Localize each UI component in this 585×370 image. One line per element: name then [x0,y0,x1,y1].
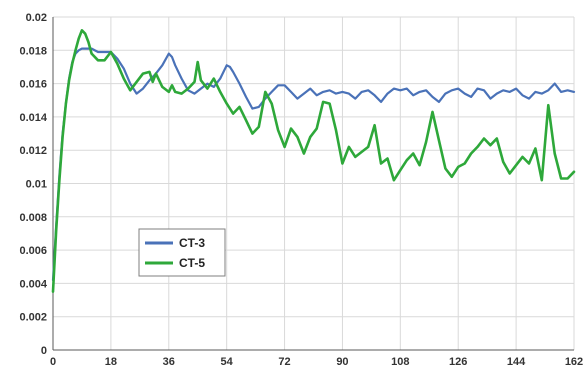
legend: CT-3 CT-5 [138,228,226,277]
x-tick-label: 144 [507,356,526,368]
y-tick-label: 0.012 [19,145,47,157]
series-line-ct-5 [51,29,576,293]
y-tick-label: 0 [41,345,47,357]
legend-label-ct3: CT-3 [179,236,205,250]
y-tick-label: 0.018 [19,45,47,57]
y-tick-label: 0.008 [19,212,47,224]
x-tick-label: 90 [336,356,348,368]
x-axis-tick-labels: 0 18 36 54 72 90 108 126 144 162 [50,356,583,368]
x-tick-label: 36 [163,356,175,368]
legend-box [138,228,226,277]
y-axis-tick-labels: 0 0.002 0.004 0.006 0.008 0.01 0.012 0.014 0.016… [19,12,47,357]
y-tick-label: 0.004 [19,278,47,290]
x-tick-label: 54 [221,356,234,368]
y-tick-label: 0.006 [19,245,47,257]
x-tick-label: 108 [391,356,409,368]
y-tick-label: 0.02 [26,12,47,24]
y-tick-label: 0.016 [19,79,47,91]
x-tick-label: 72 [278,356,290,368]
grid-lines [53,16,575,350]
y-tick-label: 0.002 [19,312,47,324]
x-tick-label: 0 [50,356,56,368]
y-tick-label: 0.01 [26,179,47,191]
y-tick-label: 0.014 [19,112,47,124]
series-line-ct-3 [51,47,576,282]
x-tick-label: 162 [565,356,583,368]
x-tick-label: 126 [449,356,467,368]
series-lines [51,29,576,293]
x-tick-label: 18 [105,356,117,368]
axes [52,17,574,351]
legend-label-ct5: CT-5 [179,256,205,270]
